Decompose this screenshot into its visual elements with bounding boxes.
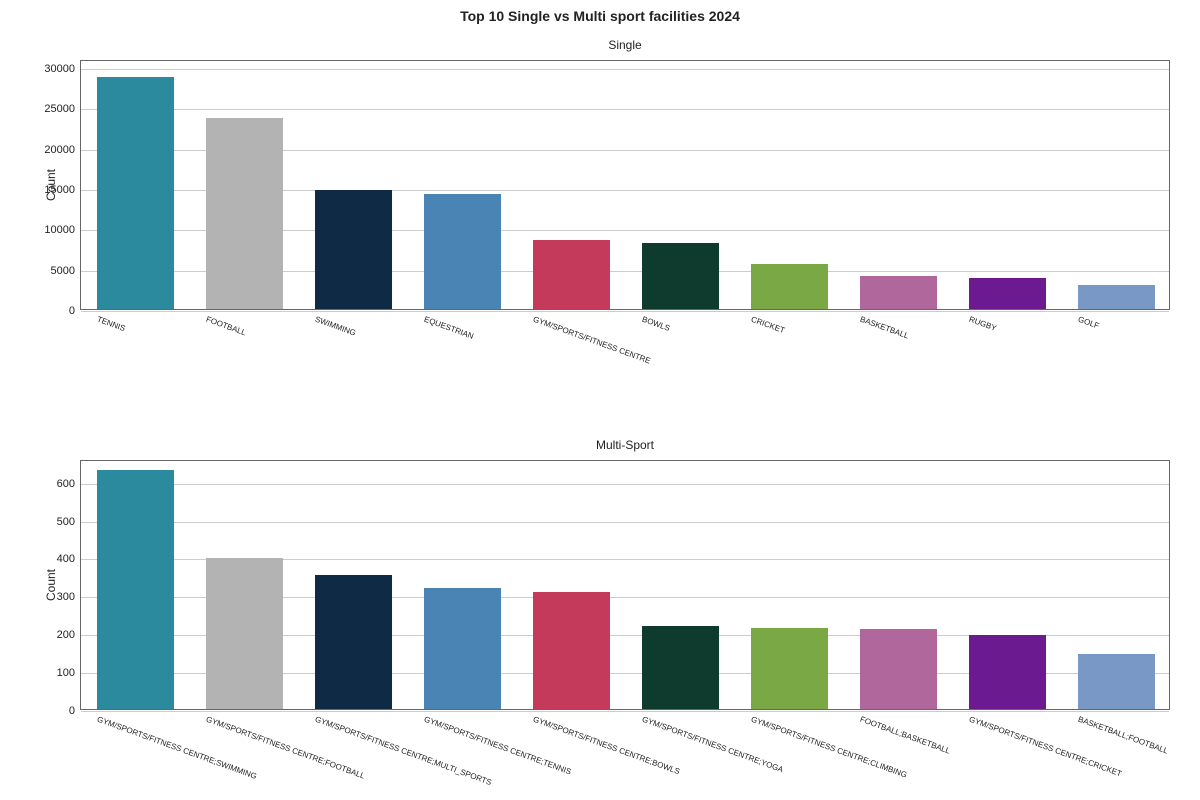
grid-line	[81, 109, 1169, 110]
y-tick-label: 30000	[44, 63, 81, 75]
plot-area: Count050001000015000200002500030000TENNI…	[80, 60, 1170, 310]
y-tick-label: 15000	[44, 184, 81, 196]
bar	[642, 626, 718, 709]
x-tick-label: SWIMMING	[314, 309, 359, 338]
bar	[642, 243, 718, 309]
bar	[206, 558, 282, 710]
x-tick-label: EQUESTRIAN	[423, 309, 477, 341]
x-tick-label: FOOTBALL	[205, 309, 249, 337]
y-tick-label: 100	[57, 667, 81, 679]
grid-line	[81, 711, 1169, 712]
bar	[1078, 654, 1154, 709]
x-tick-label: GOLF	[1077, 309, 1103, 331]
y-tick-label: 0	[69, 705, 81, 717]
bar	[533, 240, 609, 309]
bar	[315, 575, 391, 709]
y-tick-label: 300	[57, 591, 81, 603]
grid-line	[81, 311, 1169, 312]
bar	[315, 190, 391, 309]
y-tick-label: 5000	[51, 265, 81, 277]
subplot-title: Multi-Sport	[80, 438, 1170, 452]
x-tick-label: BASKETBALL;FOOTBALL	[1077, 709, 1172, 756]
grid-line	[81, 522, 1169, 523]
figure: Top 10 Single vs Multi sport facilities …	[0, 0, 1200, 800]
y-tick-label: 25000	[44, 103, 81, 115]
bar	[424, 194, 500, 309]
y-tick-label: 0	[69, 305, 81, 317]
y-tick-label: 600	[57, 478, 81, 490]
y-tick-label: 500	[57, 516, 81, 528]
y-tick-label: 200	[57, 629, 81, 641]
bar	[860, 629, 936, 709]
x-tick-label: BASKETBALL	[859, 309, 912, 341]
bar	[533, 592, 609, 709]
y-tick-label: 20000	[44, 144, 81, 156]
x-tick-label: GYM/SPORTS/FITNESS CENTRE;MULTI_SPORTS	[314, 709, 495, 787]
bar	[751, 628, 827, 709]
bar	[860, 276, 936, 309]
grid-line	[81, 69, 1169, 70]
figure-suptitle: Top 10 Single vs Multi sport facilities …	[0, 8, 1200, 24]
bar	[97, 77, 173, 309]
y-tick-label: 10000	[44, 224, 81, 236]
x-tick-label: GYM/SPORTS/FITNESS CENTRE	[532, 309, 654, 366]
subplot-single: SingleCount05000100001500020000250003000…	[80, 60, 1170, 310]
bar	[969, 635, 1045, 709]
bar	[206, 118, 282, 309]
x-tick-label: CRICKET	[750, 309, 788, 335]
subplot-multi: Multi-SportCount0100200300400500600GYM/S…	[80, 460, 1170, 710]
bar	[424, 588, 500, 709]
y-tick-label: 400	[57, 553, 81, 565]
grid-line	[81, 484, 1169, 485]
subplot-title: Single	[80, 38, 1170, 52]
x-tick-label: TENNIS	[96, 309, 129, 333]
x-tick-label: BOWLS	[641, 309, 673, 333]
bar	[1078, 285, 1154, 309]
x-tick-label: RUGBY	[968, 309, 1000, 333]
x-tick-label: FOOTBALL;BASKETBALL	[859, 709, 954, 756]
bar	[751, 264, 827, 309]
bar	[969, 278, 1045, 309]
bar	[97, 470, 173, 709]
plot-area: Count0100200300400500600GYM/SPORTS/FITNE…	[80, 460, 1170, 710]
